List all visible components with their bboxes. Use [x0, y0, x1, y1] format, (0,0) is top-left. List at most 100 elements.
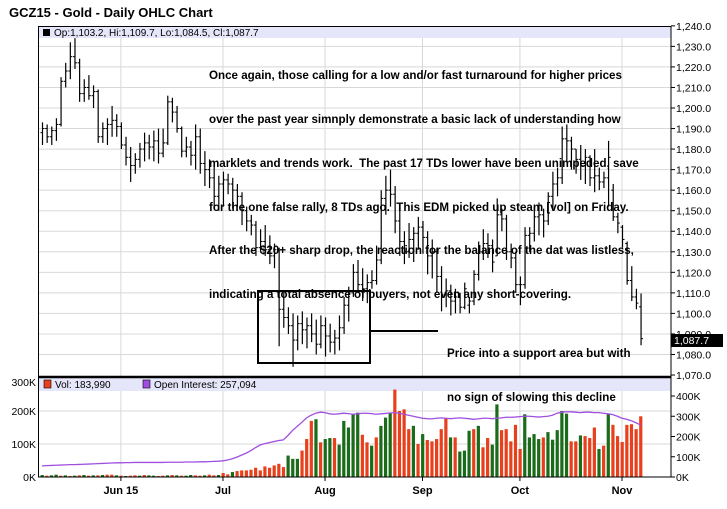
ohlc-bar — [550, 171, 555, 209]
volume-bar — [402, 409, 406, 477]
ohlc-bar — [226, 173, 231, 195]
ohlc-bar — [45, 124, 50, 143]
volume-bar — [54, 474, 58, 477]
ohlc-bar — [453, 288, 458, 314]
volume-bar — [291, 458, 295, 477]
volume-bar — [574, 441, 578, 477]
ohlc-bar — [597, 167, 602, 191]
ohlc-bar — [504, 214, 509, 260]
volume-bar — [430, 441, 434, 477]
volume-bar — [551, 439, 555, 477]
volume-bar — [212, 475, 216, 477]
ohlc-bar — [472, 270, 477, 306]
volume-legend: Vol: 183,990 — [55, 380, 111, 391]
price-tick-label: 1,190.0 — [676, 124, 711, 136]
ohlc-bar — [175, 105, 180, 133]
volume-bar — [267, 467, 272, 477]
ohlc-bar — [588, 155, 593, 187]
volume-bar — [532, 434, 536, 477]
ohlc-bar — [300, 311, 305, 345]
volume-bar — [518, 448, 522, 477]
ohlc-bar — [541, 208, 546, 238]
volume-bar — [421, 434, 425, 477]
callout-text: Price into a support area but with no si… — [447, 318, 631, 420]
volume-bar — [513, 424, 518, 477]
callout-line-text: Price into a support area but with — [447, 347, 631, 361]
volume-bar — [328, 438, 332, 477]
ohlc-bar — [110, 105, 115, 137]
ohlc-bar — [476, 241, 481, 281]
volume-bar — [602, 445, 606, 477]
ohlc-bar — [68, 42, 73, 80]
volume-bar — [629, 424, 634, 477]
ohlc-bar — [124, 136, 129, 166]
volume-bar — [309, 420, 313, 477]
ohlc-bar — [86, 75, 91, 100]
ohlc-bar — [625, 241, 630, 285]
volume-bar — [537, 439, 541, 477]
oi-tick-label: 0K — [676, 472, 689, 484]
ohlc-bar — [291, 313, 296, 367]
volume-bar — [560, 411, 564, 477]
volume-bar — [555, 430, 559, 477]
volume-bar — [374, 437, 378, 477]
volume-bar — [198, 475, 202, 477]
ohlc-bar — [272, 243, 277, 269]
volume-bar — [193, 475, 197, 477]
ohlc-bar — [184, 136, 189, 158]
price-tick-label: 1,220.0 — [676, 62, 711, 74]
volume-bar — [416, 444, 420, 477]
price-tick-label: 1,110.0 — [676, 288, 710, 300]
volume-tick-label: 100K — [11, 439, 36, 451]
ohlc-bar — [342, 296, 347, 334]
annotation-line: marklets and trends work. The past 17 TD… — [209, 156, 639, 170]
volume-bar — [523, 414, 527, 477]
ohlc-bar — [235, 183, 240, 207]
ohlc-bar — [439, 266, 444, 312]
volume-bar — [277, 463, 281, 477]
support-box — [257, 290, 371, 364]
last-price-label: 1,087.7 — [674, 335, 709, 347]
volume-bar — [592, 427, 596, 477]
date-tick-label: Oct — [511, 485, 530, 497]
oi-tick-label: 300K — [676, 411, 701, 423]
volume-bar — [490, 444, 494, 477]
volume-bar — [342, 420, 346, 477]
price-header-bar — [39, 27, 671, 38]
volume-header-bar — [39, 378, 671, 391]
ohlc-bar — [523, 227, 528, 289]
volume-bar — [258, 470, 262, 477]
volume-bar — [444, 418, 448, 477]
volume-bar — [435, 439, 439, 477]
volume-tick-label: 200K — [11, 406, 36, 418]
volume-bar — [337, 444, 341, 477]
volume-bar — [263, 466, 267, 477]
ohlc-bar — [374, 245, 379, 285]
volume-bar — [165, 475, 170, 477]
volume-legend-swatch — [43, 379, 52, 389]
price-tick-label: 1,200.0 — [676, 103, 711, 115]
volume-bar — [82, 475, 86, 477]
volume-bar — [110, 474, 114, 477]
volume-bar — [235, 471, 239, 477]
ohlc-bar — [72, 38, 77, 69]
volume-bar — [462, 450, 467, 477]
volume-bar — [597, 448, 601, 477]
ohlc-bar — [133, 153, 138, 174]
volume-bar — [323, 439, 327, 477]
ohlc-bar — [318, 315, 323, 349]
ohlc-bar — [458, 292, 463, 314]
ohlc-bar — [267, 235, 272, 265]
volume-bar — [351, 414, 355, 477]
ohlc-bar — [611, 183, 616, 221]
volume-bar — [254, 467, 258, 477]
volume-bar — [486, 438, 490, 477]
volume-bar — [314, 419, 318, 477]
volume-bar — [73, 475, 77, 477]
volume-bar — [388, 412, 392, 477]
ohlc-bar — [532, 206, 537, 242]
volume-bar — [564, 413, 569, 477]
volume-bar — [360, 434, 364, 477]
ohlc-bar — [393, 186, 398, 234]
volume-bar — [379, 425, 383, 477]
